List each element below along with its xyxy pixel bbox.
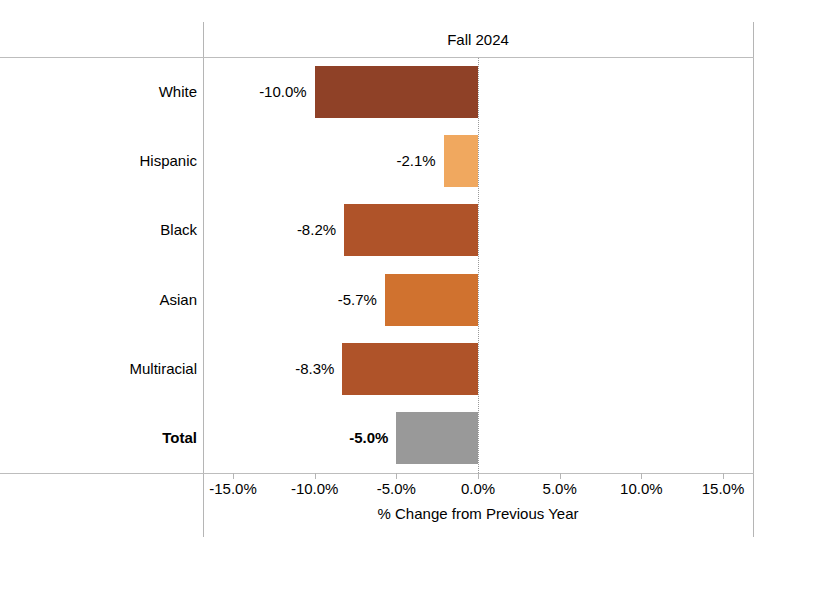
- x-tick-label: -10.0%: [280, 480, 350, 497]
- x-tick-label: -5.0%: [361, 480, 431, 497]
- x-tick-label: 15.0%: [688, 480, 758, 497]
- x-tick-label: 5.0%: [525, 480, 595, 497]
- x-tick-mark: [233, 473, 234, 479]
- value-label-total: -5.0%: [0, 428, 388, 448]
- x-tick-mark: [641, 473, 642, 479]
- x-tick-mark: [315, 473, 316, 479]
- bar-white: [315, 66, 478, 118]
- bar-total: [396, 412, 478, 464]
- x-tick-label: -15.0%: [198, 480, 268, 497]
- bar-hispanic: [444, 135, 478, 187]
- x-tick-mark: [723, 473, 724, 479]
- bar-multiracial: [342, 343, 478, 395]
- x-axis-title: % Change from Previous Year: [203, 505, 753, 522]
- bar-chart: Fall 2024 White-10.0%Hispanic-2.1%Black-…: [0, 0, 832, 600]
- x-tick-label: 0.0%: [443, 480, 513, 497]
- value-label-asian: -5.7%: [0, 290, 377, 310]
- x-tick-label: 10.0%: [606, 480, 676, 497]
- x-tick-mark: [560, 473, 561, 479]
- bar-black: [344, 204, 478, 256]
- bar-asian: [385, 274, 478, 326]
- zero-baseline: [478, 58, 479, 473]
- value-label-white: -10.0%: [0, 82, 307, 102]
- chart-title: Fall 2024: [203, 31, 753, 48]
- x-tick-mark: [396, 473, 397, 479]
- header-divider-line: [0, 57, 754, 58]
- value-label-black: -8.2%: [0, 220, 336, 240]
- plot-right-border: [753, 22, 754, 537]
- x-tick-mark: [478, 473, 479, 479]
- value-label-hispanic: -2.1%: [0, 151, 436, 171]
- value-label-multiracial: -8.3%: [0, 359, 334, 379]
